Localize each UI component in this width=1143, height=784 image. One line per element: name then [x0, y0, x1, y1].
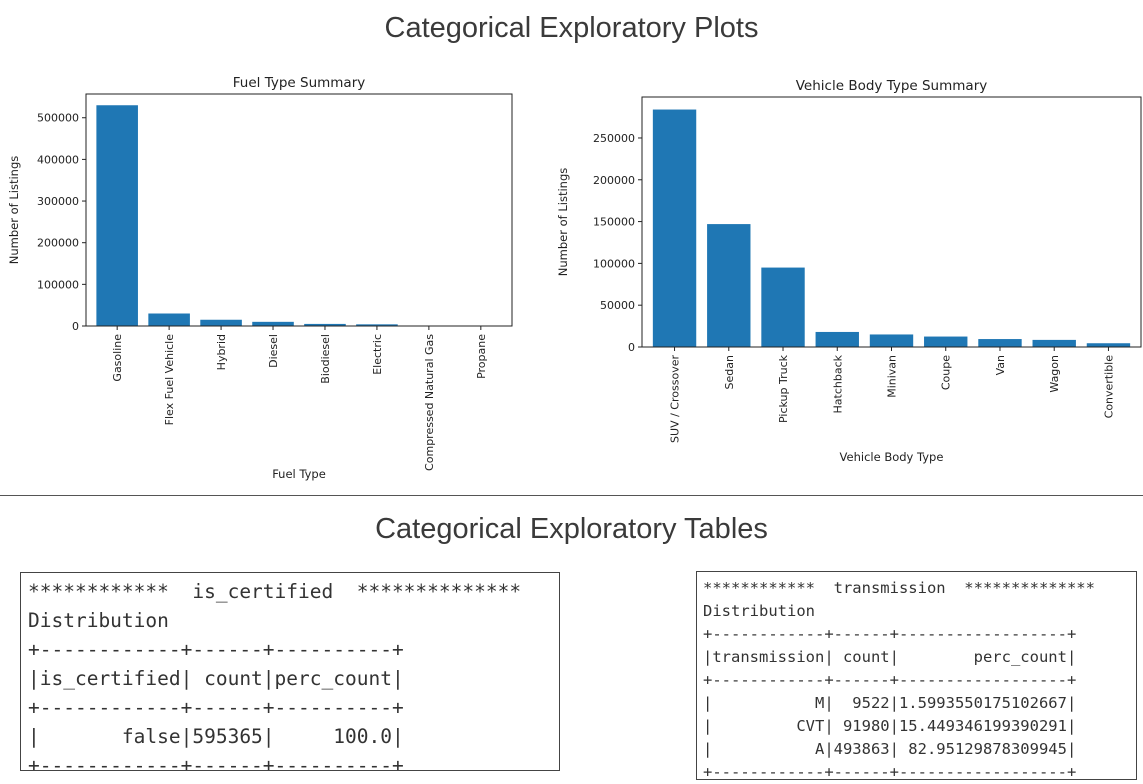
table-line: +------------+------+------------------+ — [703, 625, 1077, 643]
y-axis-label: Number of Listings — [7, 156, 21, 264]
bar — [652, 109, 697, 347]
y-tick-label: 0 — [72, 320, 79, 333]
table-line: ************ is_certified ************** — [28, 580, 522, 603]
x-tick-label: Wagon — [1048, 355, 1061, 393]
bar — [200, 319, 242, 326]
table-line: +------------+------+----------+ — [28, 696, 404, 719]
y-tick-label: 200000 — [37, 237, 79, 250]
tables-heading: Categorical Exploratory Tables — [375, 513, 768, 545]
bar — [978, 339, 1022, 347]
x-tick-label: Sedan — [723, 355, 736, 389]
bar — [707, 224, 751, 347]
body-type-chart: Vehicle Body Type Summary SUV / Crossover… — [556, 78, 1142, 464]
plot-frame — [641, 96, 1142, 348]
x-axis-label: Vehicle Body Type — [840, 450, 944, 464]
bar — [1032, 339, 1076, 347]
transmission-table-text: ************ transmission **************… — [703, 577, 1136, 780]
y-tick-label: 0 — [628, 341, 635, 354]
x-tick-label: Compressed Natural Gas — [423, 334, 436, 471]
bar — [815, 331, 859, 347]
fuel-type-chart: Fuel Type Summary Gasoline Flex Fuel Vehic… — [7, 75, 513, 481]
x-tick-label: Gasoline — [111, 334, 124, 382]
x-tick-label: Van — [994, 355, 1007, 375]
y-tick-label: 50000 — [600, 299, 635, 312]
plot-frame — [85, 93, 513, 327]
y-tick-label: 250000 — [593, 132, 635, 145]
bar — [148, 313, 190, 326]
y-tick-label: 400000 — [37, 153, 79, 166]
section-divider — [0, 495, 1143, 496]
table-line: |is_certified| count|perc_count| — [28, 667, 404, 690]
x-tick-label: Convertible — [1102, 355, 1115, 419]
x-axis-label: Fuel Type — [272, 467, 326, 481]
y-tick-label: 500000 — [37, 112, 79, 125]
bar — [924, 336, 968, 347]
plots-heading: Categorical Exploratory Plots — [384, 12, 759, 44]
y-tick-label: 100000 — [593, 257, 635, 270]
x-tick-label: Minivan — [886, 355, 899, 398]
x-tick-label: Diesel — [267, 334, 280, 368]
table-line: | A|493863| 82.95129878309945| — [703, 740, 1077, 758]
bar — [304, 323, 346, 326]
table-line: +------------+------+----------+ — [28, 638, 404, 661]
y-tick-label: 200000 — [593, 174, 635, 187]
transmission-table: ************ transmission **************… — [696, 571, 1137, 780]
table-line: |transmission| count| perc_count| — [703, 648, 1077, 666]
x-tick-label: Electric — [371, 334, 384, 375]
table-line: | M| 9522|1.5993550175102667| — [703, 694, 1077, 712]
x-tick-label: Flex Fuel Vehicle — [163, 334, 176, 426]
y-tick-label: 300000 — [37, 195, 79, 208]
bar — [356, 324, 398, 326]
x-tick-label: Coupe — [940, 355, 953, 390]
y-tick-label: 150000 — [593, 216, 635, 229]
bar — [869, 334, 914, 347]
x-tick-label: SUV / Crossover — [669, 355, 682, 443]
x-tick-label: Hybrid — [215, 334, 228, 370]
table-line: | CVT| 91980|15.449346199390291| — [703, 717, 1077, 735]
bar — [252, 321, 294, 326]
bar — [1086, 343, 1131, 347]
chart-title: Vehicle Body Type Summary — [796, 78, 987, 94]
table-line: ************ transmission ************** — [703, 579, 1095, 597]
bar — [96, 105, 138, 326]
x-tick-label: Propane — [475, 334, 488, 379]
bar — [761, 267, 805, 347]
y-axis-label: Number of Listings — [556, 168, 570, 276]
table-line: Distribution — [28, 609, 169, 632]
table-line: +------------+------+----------+ — [28, 754, 404, 771]
x-tick-label: Hatchback — [831, 354, 844, 413]
table-line: Distribution — [703, 602, 815, 620]
x-tick-label: Pickup Truck — [777, 354, 790, 423]
table-line: +------------+------+------------------+ — [703, 671, 1077, 689]
y-tick-label: 100000 — [37, 278, 79, 291]
chart-title: Fuel Type Summary — [233, 75, 365, 91]
is-certified-table: ************ is_certified **************… — [20, 572, 560, 771]
is-certified-table-text: ************ is_certified **************… — [28, 577, 559, 771]
x-tick-label: Biodiesel — [319, 334, 332, 384]
table-line: +------------+------+------------------+ — [703, 763, 1077, 780]
table-line: | false|595365| 100.0| — [28, 725, 404, 748]
